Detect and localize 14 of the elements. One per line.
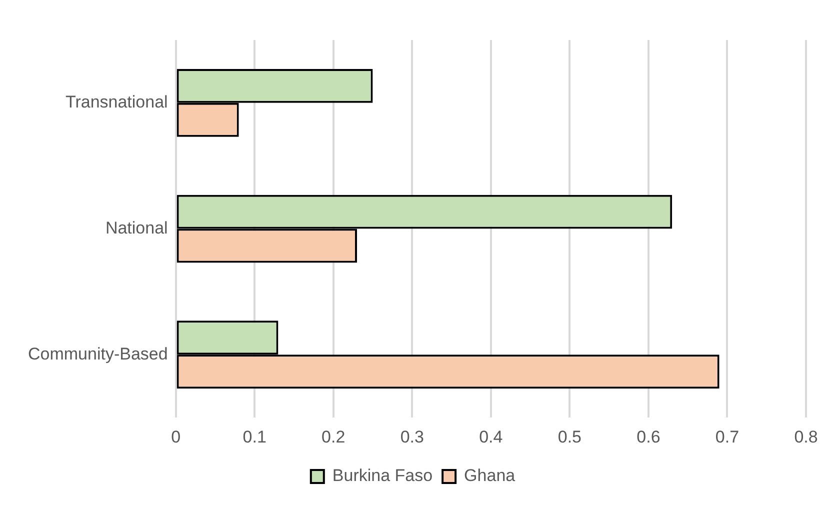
x-tick-label: 0.6 — [636, 427, 660, 446]
y-tick-label: Transnational — [65, 92, 168, 112]
x-tick-label: 0.1 — [242, 427, 266, 446]
x-tick-label: 0.4 — [479, 427, 503, 446]
y-tick-label: National — [105, 218, 168, 238]
legend-label: Burkina Faso — [332, 466, 433, 486]
x-tick-label: 0.7 — [715, 427, 740, 446]
x-tick-label: 0.5 — [558, 427, 582, 446]
legend-label: Ghana — [464, 466, 516, 486]
x-tick-label: 0 — [171, 427, 181, 446]
x-tick-label: 0.8 — [794, 427, 818, 446]
y-tick-label: Community-Based — [28, 344, 168, 364]
x-tick-label: 0.2 — [322, 427, 346, 446]
x-tick-label: 0.3 — [400, 427, 424, 446]
